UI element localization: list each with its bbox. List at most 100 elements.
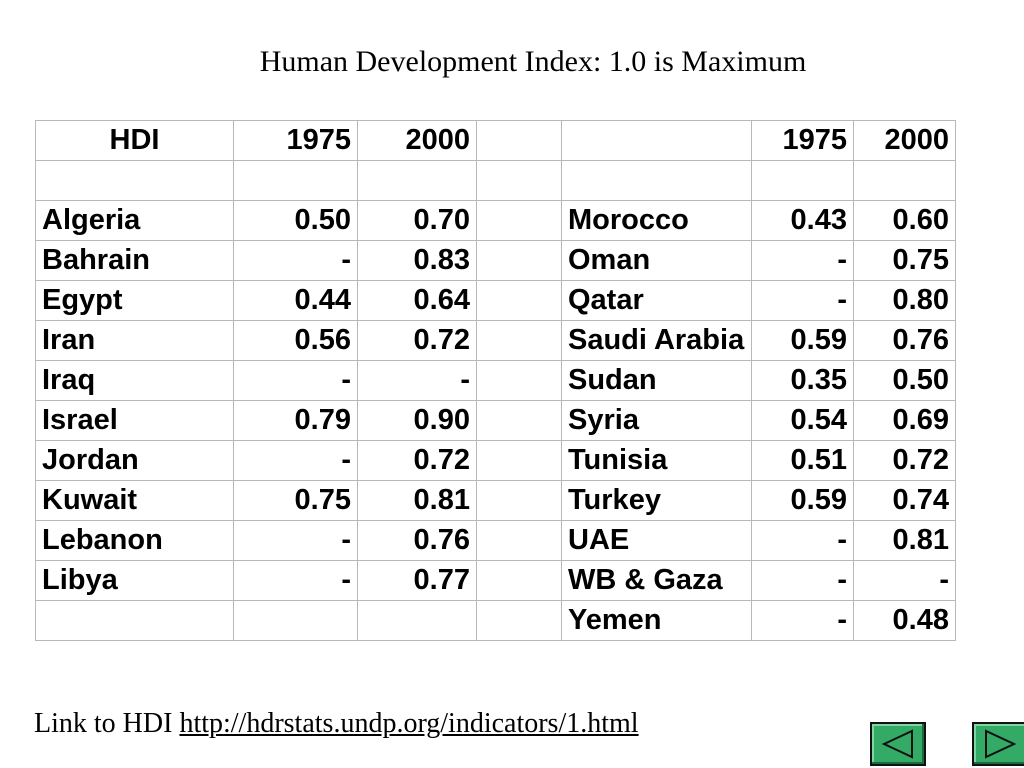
right-1975-cell: 0.35 [751, 360, 854, 401]
left-country-cell: Bahrain [35, 240, 234, 281]
left-1975-cell: - [233, 520, 358, 561]
left-2000-cell: 0.70 [357, 200, 477, 241]
left-1975-cell: 0.44 [233, 280, 358, 321]
right-2000-cell: 0.72 [853, 440, 956, 481]
right-2000-cell: 0.81 [853, 520, 956, 561]
table-row: Lebanon -0.76 UAE -0.81 [35, 520, 956, 561]
left-2000-cell: 0.72 [357, 440, 477, 481]
right-country-cell: UAE [561, 520, 752, 561]
right-1975-cell: 0.54 [751, 400, 854, 441]
left-1975-cell: - [233, 560, 358, 601]
left-2000-cell: 0.64 [357, 280, 477, 321]
left-country-cell: Kuwait [35, 480, 234, 521]
link-prefix: Link to HDI [34, 708, 180, 739]
right-country-cell: WB & Gaza [561, 560, 752, 601]
spacer-cell [476, 560, 562, 601]
right-2000-cell: 0.50 [853, 360, 956, 401]
left-2000-cell: 0.76 [357, 520, 477, 561]
left-2000-cell: - [357, 360, 477, 401]
left-country-cell: Lebanon [35, 520, 234, 561]
right-country-cell: Turkey [561, 480, 752, 521]
spacer-cell [476, 520, 562, 561]
spacer-cell [476, 360, 562, 401]
table-row: Algeria 0.50 0.70 Morocco 0.43 0.60 [35, 200, 956, 241]
right-2000-cell: 0.80 [853, 280, 956, 321]
left-1975-cell: 0.79 [233, 400, 358, 441]
left-1975-cell: - [233, 360, 358, 401]
header-label: HDI [35, 120, 234, 161]
right-country-cell: Saudi Arabia [561, 320, 752, 361]
prev-slide-button[interactable] [870, 722, 926, 766]
right-2000-cell: 0.60 [853, 200, 956, 241]
right-1975-cell: 0.43 [751, 200, 854, 241]
table-row: Iraq - - Sudan 0.35 0.50 [35, 360, 956, 401]
spacer-cell [476, 600, 562, 641]
table-header-row: HDI 1975 2000 1975 2000 [35, 120, 956, 161]
right-2000-cell: 0.74 [853, 480, 956, 521]
hdi-table: HDI 1975 2000 1975 2000 Algeria 0.50 0.70 M… [35, 120, 956, 641]
spacer-cell [476, 200, 562, 241]
table-row: Yemen -0.48 [35, 600, 956, 641]
table-row: Israel 0.79 0.90 Syria 0.54 0.69 [35, 400, 956, 441]
right-country-cell: Morocco [561, 200, 752, 241]
header-2000-right: 2000 [853, 120, 956, 161]
right-2000-cell: 0.48 [853, 600, 956, 641]
left-1975-cell: 0.75 [233, 480, 358, 521]
spacer-cell [476, 440, 562, 481]
hdi-link[interactable]: http://hdrstats.undp.org/indicators/1.ht… [179, 708, 639, 739]
table-row: Bahrain -0.83 Oman -0.75 [35, 240, 956, 281]
right-1975-cell: - [751, 240, 854, 281]
left-2000-cell: 0.90 [357, 400, 477, 441]
right-2000-cell: 0.69 [853, 400, 956, 441]
blank-cell [233, 160, 358, 201]
left-1975-cell: - [233, 240, 358, 281]
left-1975-cell [233, 600, 358, 641]
left-country-cell: Libya [35, 560, 234, 601]
triangle-right-icon [985, 729, 1017, 759]
right-1975-cell: - [751, 600, 854, 641]
spacer-cell [476, 240, 562, 281]
spacer-cell [476, 400, 562, 441]
spacer-cell [476, 280, 562, 321]
right-country-cell: Oman [561, 240, 752, 281]
right-country-cell: Syria [561, 400, 752, 441]
page-title: Human Development Index: 1.0 is Maximum [259, 45, 807, 78]
left-country-cell: Algeria [35, 200, 234, 241]
left-2000-cell [357, 600, 477, 641]
right-1975-cell: 0.51 [751, 440, 854, 481]
left-country-cell: Jordan [35, 440, 234, 481]
left-2000-cell: 0.83 [357, 240, 477, 281]
header-2000: 2000 [357, 120, 477, 161]
right-country-cell: Yemen [561, 600, 752, 641]
right-1975-cell: 0.59 [751, 320, 854, 361]
table-row: Egypt 0.44 0.64 Qatar -0.80 [35, 280, 956, 321]
left-1975-cell: - [233, 440, 358, 481]
right-1975-cell: 0.59 [751, 480, 854, 521]
blank-cell [357, 160, 477, 201]
right-country-cell: Sudan [561, 360, 752, 401]
blank-cell [35, 160, 234, 201]
table-row: Libya -0.77 WB & Gaza - - [35, 560, 956, 601]
header-1975: 1975 [233, 120, 358, 161]
right-2000-cell: 0.75 [853, 240, 956, 281]
right-1975-cell: - [751, 280, 854, 321]
blank-cell [561, 160, 752, 201]
next-slide-button[interactable] [972, 722, 1024, 766]
left-country-cell [35, 600, 234, 641]
table-row: Kuwait 0.75 0.81 Turkey 0.59 0.74 [35, 480, 956, 521]
left-2000-cell: 0.77 [357, 560, 477, 601]
spacer-cell [476, 320, 562, 361]
left-country-cell: Israel [35, 400, 234, 441]
spacer-cell [476, 120, 562, 161]
right-1975-cell: - [751, 560, 854, 601]
footer-link-line: Link to HDI http://hdrstats.undp.org/ind… [34, 704, 639, 744]
header-1975-right: 1975 [751, 120, 854, 161]
triangle-left-icon [881, 729, 913, 759]
table-row: Iran 0.56 0.72 Saudi Arabia 0.59 0.76 [35, 320, 956, 361]
left-1975-cell: 0.56 [233, 320, 358, 361]
right-2000-cell: 0.76 [853, 320, 956, 361]
blank-row [35, 160, 956, 201]
spacer-cell [476, 480, 562, 521]
blank-cell [476, 160, 562, 201]
blank-cell [853, 160, 956, 201]
